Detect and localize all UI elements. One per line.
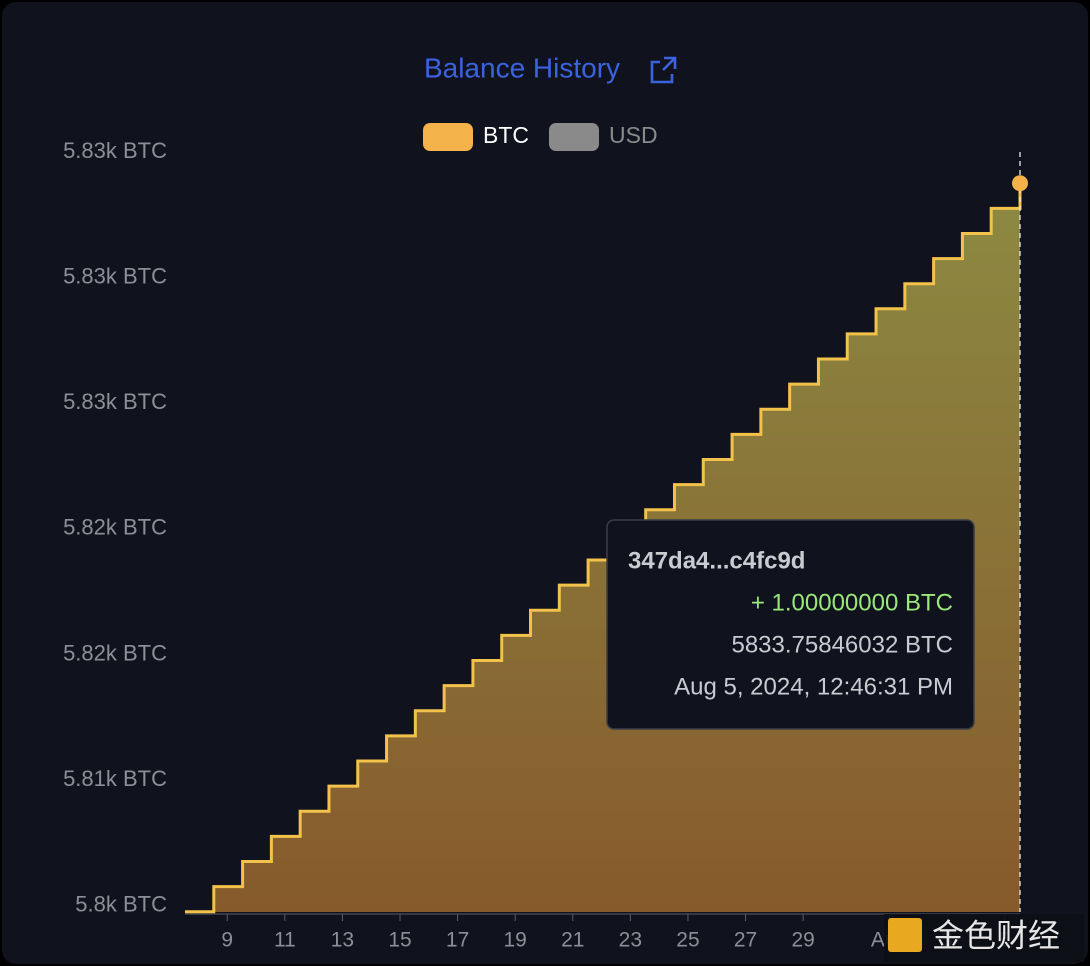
x-tick-label: 17 bbox=[446, 929, 469, 952]
watermark-text: 金色财经 bbox=[932, 917, 1060, 953]
y-tick-label: 5.8k BTC bbox=[75, 892, 167, 917]
tooltip: 347da4...c4fc9d + 1.00000000 BTC 5833.7584… bbox=[606, 519, 975, 730]
x-tick-label: 15 bbox=[388, 929, 411, 952]
x-tick-label: 9 bbox=[221, 929, 233, 952]
tooltip-time: Aug 5, 2024, 12:46:31 PM bbox=[674, 673, 953, 700]
legend: BTC USD bbox=[423, 122, 658, 151]
legend-label[interactable]: BTC bbox=[483, 122, 529, 148]
y-tick-label: 5.83k BTC bbox=[63, 389, 167, 414]
tooltip-box bbox=[606, 519, 975, 730]
y-tick-label: 5.81k BTC bbox=[63, 766, 167, 791]
y-tick-label: 5.83k BTC bbox=[63, 138, 167, 163]
y-tick-label: 5.83k BTC bbox=[63, 263, 167, 288]
plot: 5.8k BTC 5.81k BTC 5.82k BTC 5.82k BTC 5.83k… bbox=[63, 138, 1028, 952]
x-tick-label: 13 bbox=[331, 929, 354, 952]
watermark: 金色财经 bbox=[884, 914, 1084, 962]
tooltip-change: + 1.00000000 BTC bbox=[751, 589, 953, 616]
y-tick-label: 5.82k BTC bbox=[63, 640, 167, 665]
x-tick-label: 25 bbox=[676, 929, 699, 952]
area bbox=[185, 183, 1020, 913]
tooltip-tx: 347da4...c4fc9d bbox=[628, 547, 805, 574]
external-link-icon[interactable] bbox=[650, 56, 677, 84]
x-tick-label: 29 bbox=[791, 929, 814, 952]
y-tick-label: 5.82k BTC bbox=[63, 515, 167, 540]
watermark-logo bbox=[888, 918, 922, 952]
hover-point bbox=[1012, 175, 1028, 192]
tooltip-balance: 5833.75846032 BTC bbox=[731, 631, 953, 658]
x-tick-label: 27 bbox=[734, 929, 757, 952]
x-tick-label: 19 bbox=[504, 929, 527, 952]
legend-label[interactable]: USD bbox=[609, 122, 658, 148]
legend-swatch[interactable] bbox=[423, 123, 473, 151]
x-tick-label: 21 bbox=[561, 929, 584, 952]
chart-title[interactable]: Balance History bbox=[424, 52, 620, 83]
legend-swatch[interactable] bbox=[549, 123, 599, 151]
x-tick-label: 11 bbox=[274, 929, 296, 952]
x-tick-label: 23 bbox=[619, 929, 642, 952]
